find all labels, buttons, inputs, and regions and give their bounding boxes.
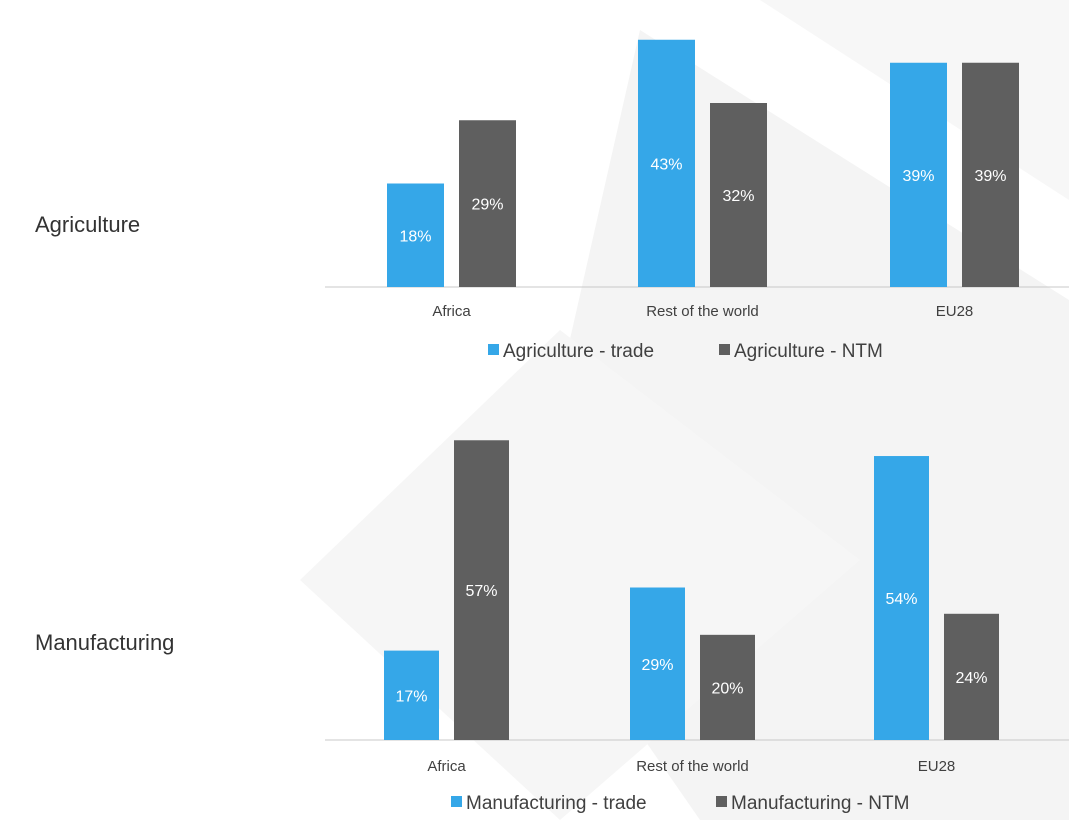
bar (638, 39, 695, 287)
bar (387, 183, 444, 287)
data-label: 39% (902, 168, 934, 185)
category-label: EU28 (936, 303, 974, 320)
legend-entry: Manufacturing - trade (466, 793, 647, 814)
data-label: 43% (650, 156, 682, 173)
bar (890, 62, 947, 287)
bar (710, 103, 767, 287)
data-label: 57% (465, 583, 497, 600)
data-label: 20% (711, 680, 743, 697)
bar (962, 62, 1019, 287)
row-label-agriculture: Agriculture (35, 212, 141, 237)
category-label: Rest of the world (646, 303, 759, 320)
data-label: 18% (399, 228, 431, 245)
legend-swatch (451, 796, 462, 807)
bar (630, 587, 685, 740)
data-label: 54% (885, 591, 917, 608)
bar (700, 634, 755, 740)
data-label: 32% (722, 188, 754, 205)
legend-swatch (716, 796, 727, 807)
bar (384, 650, 439, 740)
data-label: 29% (471, 197, 503, 214)
bar (874, 456, 929, 740)
bar (459, 120, 516, 287)
legend-entry: Agriculture - trade (503, 341, 654, 362)
data-label: 29% (641, 657, 673, 674)
data-label: 17% (395, 688, 427, 705)
legend-entry: Manufacturing - NTM (731, 793, 909, 814)
data-label: 24% (955, 670, 987, 687)
data-label: 39% (974, 168, 1006, 185)
legend-swatch (719, 344, 730, 355)
legend-entry: Agriculture - NTM (734, 341, 883, 362)
category-label: Africa (432, 303, 471, 320)
category-label: Africa (427, 758, 466, 775)
legend-swatch (488, 344, 499, 355)
bar (944, 613, 999, 740)
bar (454, 440, 509, 740)
category-label: Rest of the world (636, 758, 749, 775)
category-label: EU28 (918, 758, 956, 775)
row-label-manufacturing: Manufacturing (35, 630, 175, 655)
